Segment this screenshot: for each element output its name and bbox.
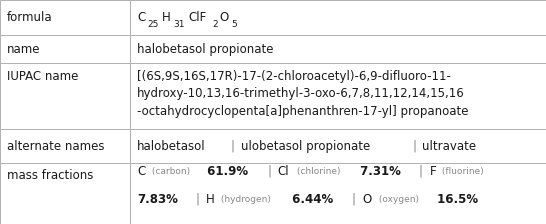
Text: (chlorine): (chlorine): [294, 167, 340, 176]
Text: |: |: [230, 140, 235, 153]
Text: ulobetasol propionate: ulobetasol propionate: [241, 140, 370, 153]
Text: ultravate: ultravate: [423, 140, 477, 153]
Text: |: |: [267, 165, 271, 178]
Text: |: |: [419, 165, 423, 178]
Text: H: H: [162, 11, 171, 24]
Text: C: C: [137, 165, 145, 178]
Text: halobetasol: halobetasol: [137, 140, 206, 153]
Text: 61.9%: 61.9%: [204, 165, 248, 178]
Text: formula: formula: [7, 11, 53, 24]
Text: 16.5%: 16.5%: [433, 193, 478, 206]
Text: 25: 25: [147, 19, 159, 29]
Text: IUPAC name: IUPAC name: [7, 70, 79, 83]
Text: 31: 31: [174, 19, 185, 29]
Text: (fluorine): (fluorine): [439, 167, 484, 176]
Text: 7.83%: 7.83%: [137, 193, 178, 206]
Text: ClF: ClF: [188, 11, 207, 24]
Text: F: F: [430, 165, 436, 178]
Text: H: H: [206, 193, 215, 206]
Text: 6.44%: 6.44%: [288, 193, 334, 206]
Text: mass fractions: mass fractions: [7, 169, 93, 182]
Text: (hydrogen): (hydrogen): [218, 195, 271, 204]
Text: |: |: [195, 193, 199, 206]
Text: 5: 5: [232, 19, 237, 29]
Text: O: O: [219, 11, 229, 24]
Text: 2: 2: [212, 19, 218, 29]
Text: (carbon): (carbon): [149, 167, 190, 176]
Text: [(6S,9S,16S,17R)-17-(2-chloroacetyl)-6,9-difluoro-11-
hydroxy-10,13,16-trimethyl: [(6S,9S,16S,17R)-17-(2-chloroacetyl)-6,9…: [137, 70, 468, 118]
Text: Cl: Cl: [278, 165, 289, 178]
Text: |: |: [412, 140, 416, 153]
Text: O: O: [363, 193, 372, 206]
Text: name: name: [7, 43, 40, 56]
Text: 7.31%: 7.31%: [355, 165, 400, 178]
Text: C: C: [137, 11, 145, 24]
Text: halobetasol propionate: halobetasol propionate: [137, 43, 274, 56]
Text: (oxygen): (oxygen): [376, 195, 419, 204]
Text: |: |: [352, 193, 356, 206]
Text: alternate names: alternate names: [7, 140, 105, 153]
